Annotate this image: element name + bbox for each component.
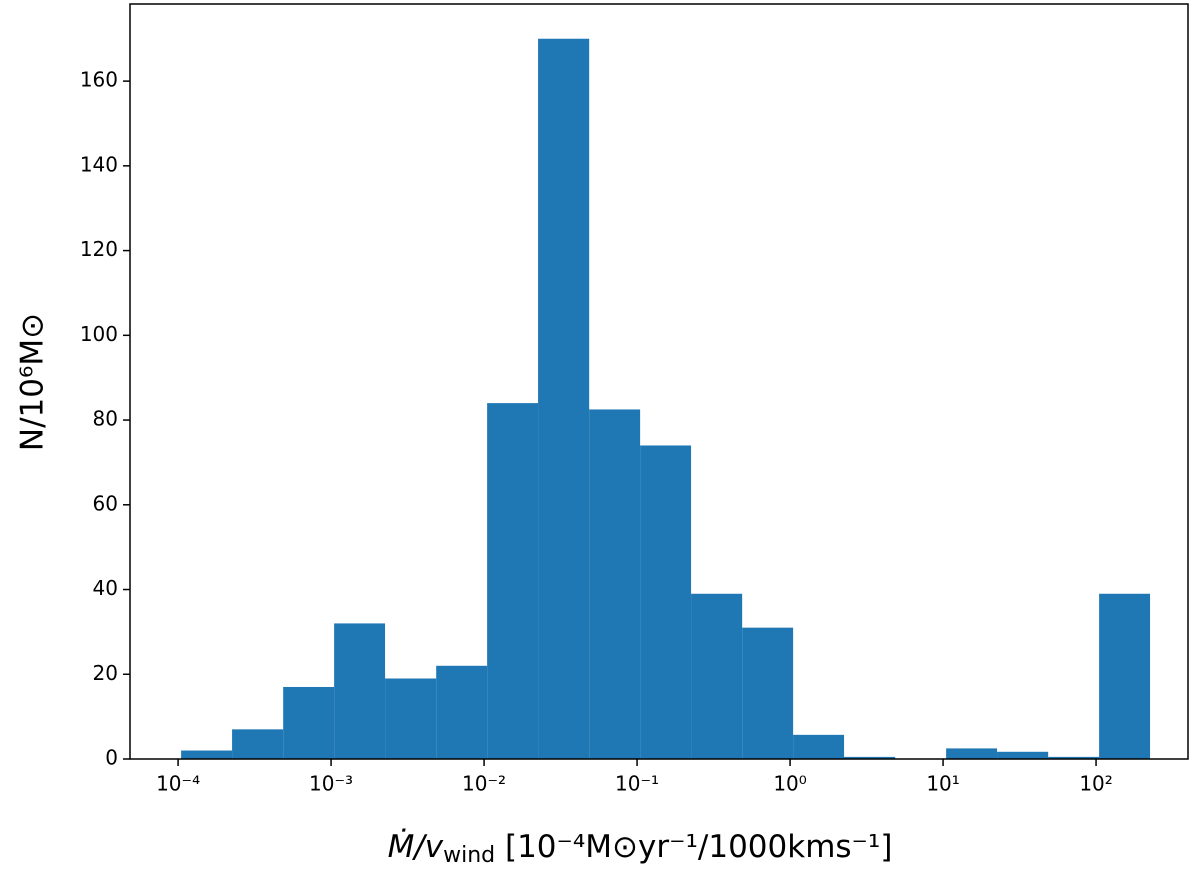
bar [589,409,641,759]
x-axis-label: Ṁ/vwind [10⁻⁴M⊙yr⁻¹/1000kms⁻¹] [388,829,893,869]
bar [997,751,1049,759]
x-tick-label: 10⁻⁴ [156,772,200,796]
x-label-sub: wind [443,843,495,868]
bar [232,729,284,759]
y-tick-label: 160 [80,68,118,92]
x-tick-label: 10⁰ [773,772,806,796]
x-tick-label: 10¹ [926,772,959,796]
x-tick-label: 10⁻¹ [615,772,659,796]
bar [793,734,845,759]
bar [181,750,233,759]
plot-frame [129,3,1189,760]
bar [487,403,539,759]
y-tick-label: 120 [80,237,118,261]
y-tick-label: 100 [80,322,118,346]
y-tick-label: 80 [93,407,118,431]
bar [1048,756,1100,759]
bar [640,445,692,759]
y-tick-label: 60 [93,491,118,515]
bar [436,665,488,759]
x-label-part: [10⁻⁴M⊙yr⁻¹/1000kms⁻¹] [495,829,892,865]
x-tick-label: 10² [1079,772,1112,796]
y-tick-label: 20 [93,661,118,685]
x-tick-label: 10⁻² [462,772,506,796]
bar [385,678,437,759]
bar [946,748,998,759]
bar [1099,593,1151,759]
x-label-part: Ṁ/v [388,829,444,865]
bar [742,627,794,759]
bar [691,593,743,759]
x-tick-label: 10⁻³ [309,772,353,796]
bar [334,623,386,759]
y-tick-label: 140 [80,152,118,176]
y-tick-label: 0 [105,746,118,770]
bar [538,38,590,759]
y-tick-label: 40 [93,576,118,600]
y-axis-label: N/10⁶M⊙ [15,313,51,451]
bar [844,756,896,759]
bar [283,686,335,759]
